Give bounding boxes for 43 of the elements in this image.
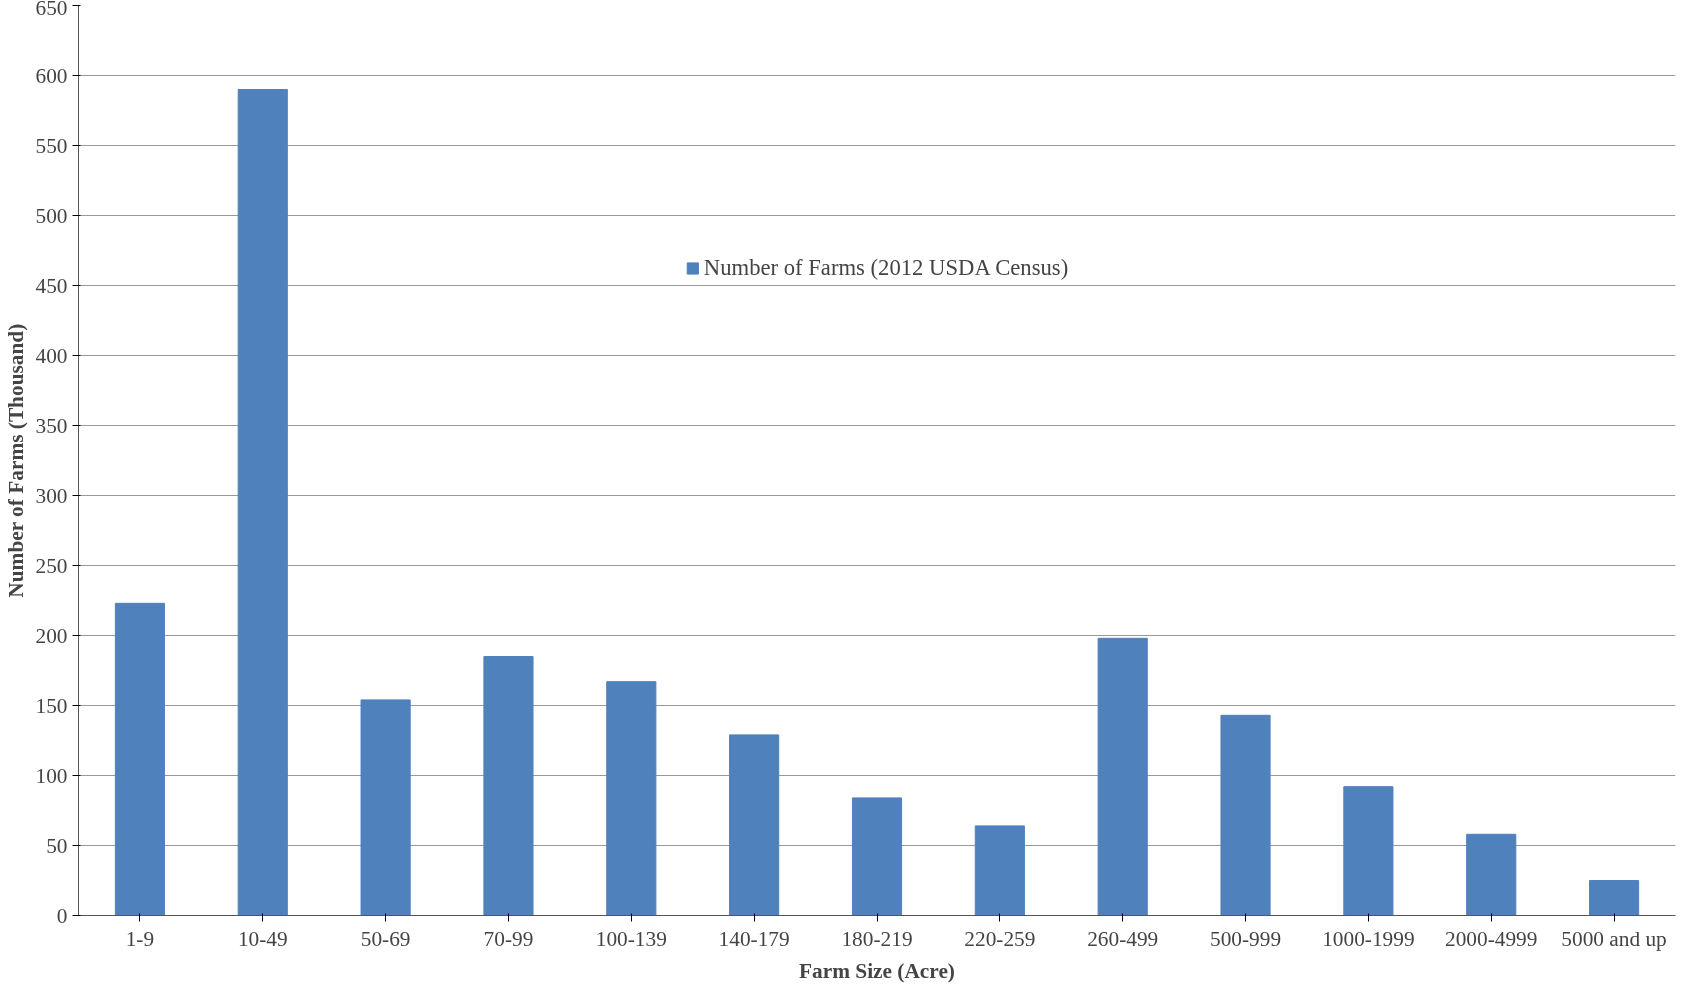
- x-tick-label: 500-999: [1209, 926, 1282, 951]
- bar: [114, 602, 165, 916]
- bar: [974, 825, 1025, 916]
- x-tick-label: 2000-4999: [1445, 926, 1538, 951]
- y-tick-label: 450: [35, 273, 68, 298]
- bar: [1589, 880, 1640, 916]
- x-tick-label: 5000 and up: [1561, 926, 1667, 951]
- x-tick-label: 1000-1999: [1322, 926, 1415, 951]
- bar: [360, 699, 411, 916]
- y-tick-label: 550: [35, 133, 68, 158]
- y-tick-label: 400: [35, 343, 68, 368]
- bar: [851, 797, 903, 916]
- x-tick-label: 180-219: [841, 926, 913, 951]
- y-tick-label: 600: [35, 63, 68, 88]
- y-tick-label: 650: [35, 0, 68, 20]
- x-tick-label: 1-9: [125, 926, 155, 951]
- bar: [1343, 786, 1394, 916]
- x-axis-title: Farm Size (Acre): [799, 958, 955, 983]
- bar: [1097, 637, 1148, 916]
- y-axis-title: Number of Farms (Thousand): [3, 323, 28, 598]
- bar: [1466, 833, 1517, 916]
- x-tick-label: 100-139: [595, 926, 667, 951]
- bar: [483, 656, 534, 916]
- y-tick-label: 500: [35, 203, 68, 228]
- bar: [1220, 714, 1271, 916]
- y-tick-label: 250: [35, 553, 68, 578]
- bar: [237, 89, 288, 916]
- y-tick-label: 200: [35, 623, 68, 648]
- y-tick-label: 150: [35, 693, 68, 718]
- y-tick-label: 350: [35, 413, 68, 438]
- x-tick-label: 10-49: [237, 926, 288, 951]
- legend-label: Number of Farms (2012 USDA Census): [703, 255, 1069, 281]
- y-tick-label: 100: [35, 763, 68, 788]
- y-tick-label: 0: [56, 903, 68, 928]
- x-tick-label: 260-499: [1087, 926, 1159, 951]
- bar: [606, 681, 657, 916]
- y-tick-label: 300: [35, 483, 68, 508]
- bar: [729, 734, 780, 916]
- x-tick-label: 50-69: [360, 926, 411, 951]
- x-tick-label: 220-259: [964, 926, 1036, 951]
- y-tick-label: 50: [46, 833, 68, 858]
- x-tick-label: 70-99: [483, 926, 534, 951]
- x-tick-label: 140-179: [718, 926, 790, 951]
